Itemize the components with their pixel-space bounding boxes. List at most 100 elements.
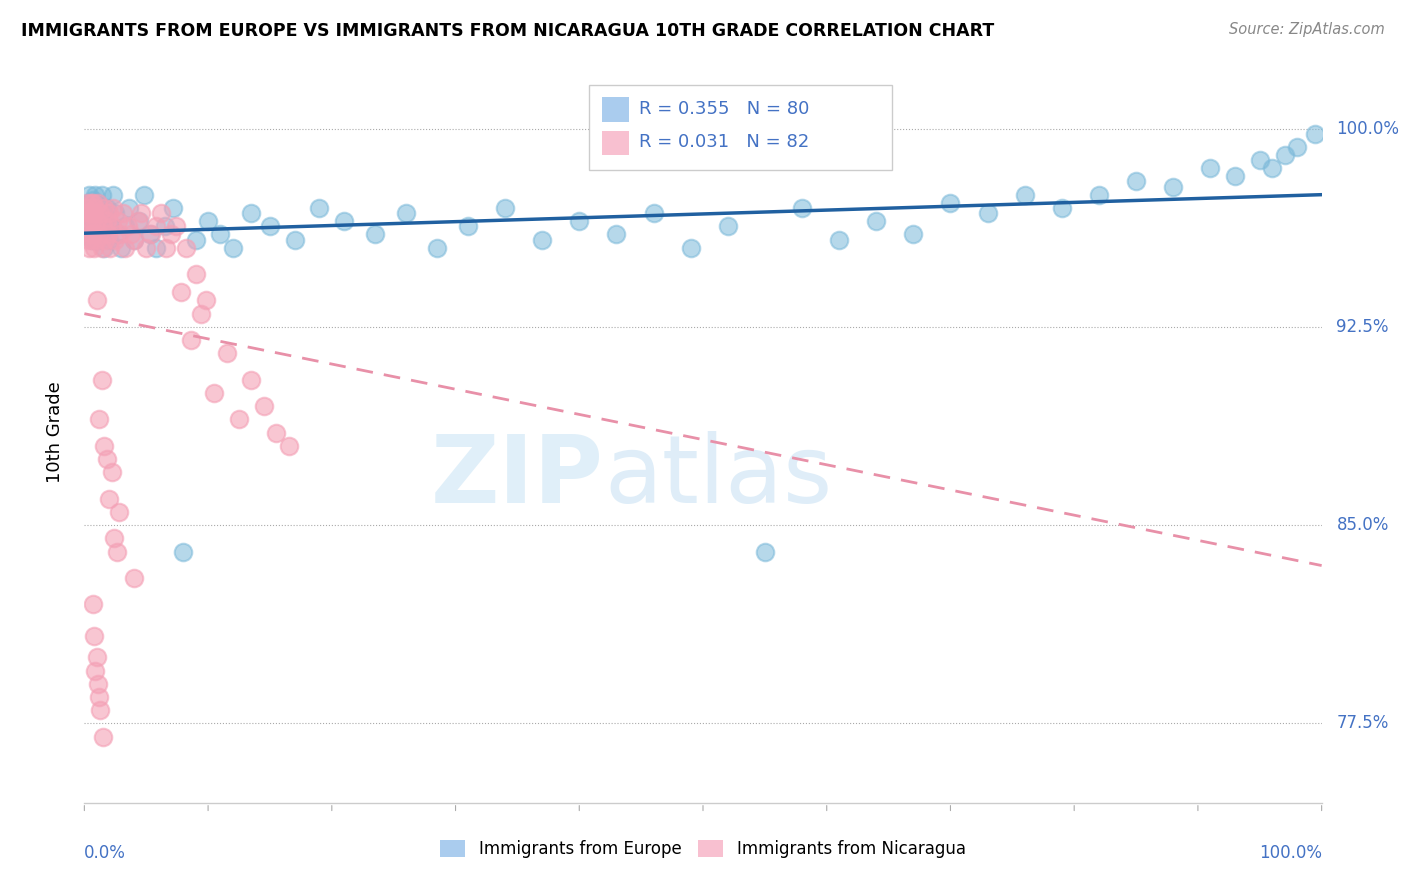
Text: 100.0%: 100.0% xyxy=(1258,844,1322,862)
Point xyxy=(903,227,925,242)
Point xyxy=(79,187,101,202)
Text: 100.0%: 100.0% xyxy=(1337,120,1399,137)
Point xyxy=(122,233,145,247)
Point xyxy=(105,544,128,558)
Point xyxy=(1199,161,1222,176)
Point xyxy=(82,227,104,242)
Point xyxy=(89,201,111,215)
Point xyxy=(77,195,100,210)
Point xyxy=(277,439,299,453)
Point xyxy=(145,240,167,255)
Point xyxy=(531,233,554,247)
Point xyxy=(1014,187,1036,202)
Point xyxy=(129,206,152,220)
Point xyxy=(80,214,103,228)
Text: R = 0.031   N = 82: R = 0.031 N = 82 xyxy=(638,134,808,152)
Point xyxy=(98,206,121,220)
Point xyxy=(90,187,112,202)
Point xyxy=(180,333,202,347)
Point xyxy=(98,491,121,506)
Point xyxy=(83,206,105,220)
Point xyxy=(135,240,157,255)
Point xyxy=(98,219,121,234)
Point xyxy=(153,219,176,234)
Text: 85.0%: 85.0% xyxy=(1337,516,1389,534)
Point xyxy=(89,227,111,242)
Point xyxy=(240,206,263,220)
Point xyxy=(79,206,101,220)
Point xyxy=(90,373,112,387)
Point xyxy=(202,386,225,401)
Point xyxy=(190,307,212,321)
Point xyxy=(101,201,124,215)
Point xyxy=(209,227,232,242)
Point xyxy=(86,195,108,210)
Point xyxy=(110,240,132,255)
Point xyxy=(80,195,103,210)
Point xyxy=(104,206,127,220)
Point xyxy=(91,730,114,744)
Point xyxy=(79,195,101,210)
Point xyxy=(679,240,702,255)
Point xyxy=(1125,174,1147,188)
Point xyxy=(717,219,740,234)
Legend: Immigrants from Europe, Immigrants from Nicaragua: Immigrants from Europe, Immigrants from … xyxy=(434,833,972,865)
Point xyxy=(87,677,110,691)
Point xyxy=(976,206,998,220)
Point xyxy=(89,227,111,242)
Point xyxy=(77,206,100,220)
Point xyxy=(240,373,263,387)
Point xyxy=(104,233,127,247)
Point xyxy=(93,240,115,255)
Point xyxy=(75,201,97,215)
Point xyxy=(568,214,591,228)
Point xyxy=(89,412,111,426)
Point xyxy=(1249,153,1271,168)
Point xyxy=(197,214,219,228)
Point xyxy=(86,214,108,228)
Point xyxy=(174,240,197,255)
Point xyxy=(222,240,245,255)
Point xyxy=(83,206,105,220)
Point xyxy=(939,195,962,210)
Point xyxy=(96,201,118,215)
Point xyxy=(754,544,776,558)
Point xyxy=(84,187,107,202)
Text: ZIP: ZIP xyxy=(432,431,605,523)
Point xyxy=(82,195,104,210)
Point xyxy=(79,206,101,220)
Point xyxy=(84,219,107,234)
Point xyxy=(865,214,887,228)
Point xyxy=(308,201,330,215)
Point xyxy=(97,227,120,242)
Point xyxy=(76,214,98,228)
Point xyxy=(139,227,162,242)
Point xyxy=(122,233,145,247)
Point xyxy=(165,219,187,234)
Point xyxy=(100,465,122,479)
Point xyxy=(93,201,115,215)
Point xyxy=(114,240,136,255)
Point xyxy=(79,227,101,242)
Point xyxy=(1285,140,1308,154)
Point xyxy=(1305,127,1327,141)
Point xyxy=(82,214,104,228)
Point xyxy=(128,214,150,228)
Point xyxy=(194,293,217,308)
Point xyxy=(86,293,108,308)
Point xyxy=(494,201,516,215)
Point xyxy=(98,233,121,247)
Point xyxy=(1088,187,1111,202)
Point xyxy=(87,195,110,210)
Point xyxy=(79,240,101,255)
Text: Source: ZipAtlas.com: Source: ZipAtlas.com xyxy=(1229,22,1385,37)
Text: IMMIGRANTS FROM EUROPE VS IMMIGRANTS FROM NICARAGUA 10TH GRADE CORRELATION CHART: IMMIGRANTS FROM EUROPE VS IMMIGRANTS FRO… xyxy=(21,22,994,40)
Point xyxy=(77,206,100,220)
Point xyxy=(162,201,184,215)
Point xyxy=(150,206,173,220)
Point xyxy=(79,219,101,234)
Point xyxy=(83,227,105,242)
Point xyxy=(96,452,118,467)
Point xyxy=(86,233,108,247)
Text: 92.5%: 92.5% xyxy=(1337,318,1389,336)
